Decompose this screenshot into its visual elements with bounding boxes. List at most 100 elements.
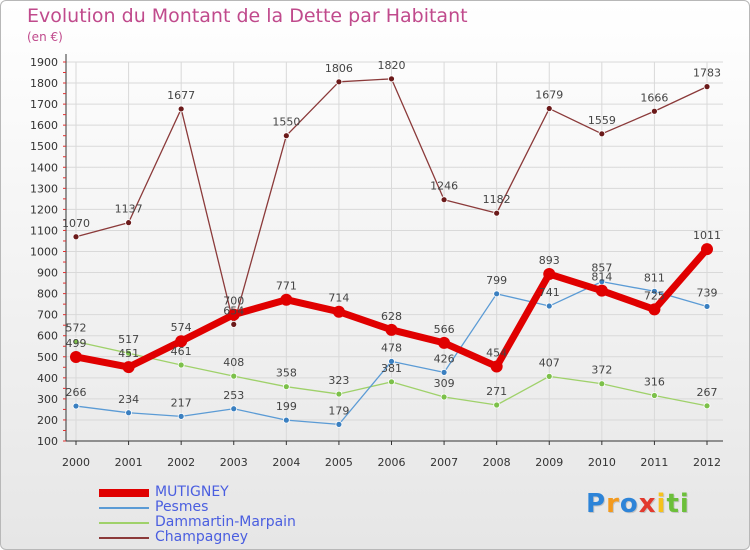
data-label: 799 bbox=[486, 274, 507, 287]
data-point bbox=[545, 105, 553, 112]
y-tick-label: 1900 bbox=[30, 56, 58, 69]
y-tick-label: 200 bbox=[37, 414, 58, 427]
data-point bbox=[440, 368, 448, 376]
data-point bbox=[388, 378, 395, 386]
y-tick-label: 1000 bbox=[30, 246, 58, 259]
data-point bbox=[177, 105, 185, 113]
data-label: 309 bbox=[434, 377, 455, 390]
data-point bbox=[230, 320, 238, 328]
y-tick-label: 100 bbox=[37, 435, 58, 448]
data-label: 217 bbox=[171, 396, 192, 409]
data-label: 454 bbox=[486, 346, 507, 359]
proxiti-logo: Proxiti bbox=[586, 489, 690, 519]
data-label: 1550 bbox=[272, 116, 300, 129]
logo-letter: o bbox=[619, 489, 639, 519]
y-tick-label: 1600 bbox=[30, 119, 58, 132]
data-point bbox=[282, 383, 290, 391]
x-tick-label: 2002 bbox=[167, 456, 195, 469]
x-tick-label: 2003 bbox=[220, 456, 248, 469]
data-point bbox=[701, 243, 713, 256]
data-label: 408 bbox=[223, 356, 244, 369]
logo-letter: r bbox=[606, 489, 620, 519]
x-tick-label: 2005 bbox=[325, 456, 353, 469]
y-tick-label: 400 bbox=[37, 372, 58, 385]
data-label: 654 bbox=[223, 304, 244, 317]
data-label: 1182 bbox=[483, 193, 511, 206]
y-tick-label: 600 bbox=[37, 330, 58, 343]
data-point bbox=[122, 361, 135, 374]
data-label: 1011 bbox=[693, 229, 721, 242]
data-label: 451 bbox=[118, 347, 139, 360]
y-tick-label: 1100 bbox=[30, 224, 58, 237]
data-label: 572 bbox=[66, 322, 87, 335]
y-tick-label: 1400 bbox=[30, 161, 58, 174]
data-point bbox=[282, 416, 290, 424]
logo-letter: x bbox=[638, 489, 657, 519]
data-label: 499 bbox=[66, 337, 87, 350]
x-tick-label: 2009 bbox=[535, 456, 563, 469]
data-label: 426 bbox=[434, 352, 455, 365]
legend-item: MUTIGNEY bbox=[99, 485, 296, 500]
data-label: 1666 bbox=[640, 91, 668, 104]
x-tick-label: 2006 bbox=[378, 456, 406, 469]
legend-swatch bbox=[99, 506, 149, 509]
logo-letter: i bbox=[656, 489, 667, 519]
data-point bbox=[227, 308, 240, 321]
data-label: 714 bbox=[328, 292, 349, 305]
data-label: 574 bbox=[171, 321, 192, 334]
logo-letter: P bbox=[586, 489, 607, 519]
data-label: 857 bbox=[591, 262, 612, 275]
data-point bbox=[332, 305, 345, 318]
data-point bbox=[490, 360, 503, 373]
data-point bbox=[703, 402, 711, 410]
data-label: 1677 bbox=[167, 89, 195, 102]
data-label: 1137 bbox=[115, 203, 143, 216]
legend-item: Champagney bbox=[99, 530, 296, 545]
chart-title: Evolution du Montant de la Dette par Hab… bbox=[27, 5, 468, 27]
y-tick-label: 1300 bbox=[30, 182, 58, 195]
data-label: 1070 bbox=[62, 217, 90, 230]
data-label: 893 bbox=[539, 254, 560, 267]
data-point bbox=[703, 83, 711, 91]
y-tick-label: 1700 bbox=[30, 98, 58, 111]
data-label: 323 bbox=[328, 374, 349, 387]
data-point bbox=[230, 372, 238, 380]
data-label: 407 bbox=[539, 356, 560, 369]
data-label: 478 bbox=[381, 341, 402, 354]
data-point bbox=[651, 392, 658, 399]
legend-item: Pesmes bbox=[99, 500, 296, 515]
legend-label: MUTIGNEY bbox=[155, 484, 229, 500]
data-label: 234 bbox=[118, 393, 139, 406]
data-label: 381 bbox=[381, 362, 402, 375]
data-label: 1820 bbox=[378, 59, 406, 72]
x-tick-label: 2000 bbox=[62, 456, 90, 469]
data-point bbox=[493, 209, 501, 217]
data-point bbox=[598, 380, 606, 388]
data-label: 741 bbox=[539, 286, 560, 299]
data-point bbox=[438, 336, 451, 349]
x-tick-label: 2010 bbox=[588, 456, 616, 469]
data-label: 771 bbox=[276, 280, 297, 293]
x-tick-label: 2012 bbox=[693, 456, 721, 469]
data-label: 253 bbox=[223, 389, 244, 402]
y-tick-label: 300 bbox=[37, 393, 58, 406]
data-point bbox=[388, 358, 395, 365]
data-point bbox=[177, 361, 185, 369]
data-point bbox=[545, 372, 553, 380]
x-tick-label: 2011 bbox=[640, 456, 668, 469]
data-label: 372 bbox=[591, 364, 612, 377]
data-point bbox=[125, 409, 132, 417]
data-label: 179 bbox=[328, 404, 349, 417]
data-label: 628 bbox=[381, 310, 402, 323]
data-label: 566 bbox=[434, 323, 455, 336]
data-point bbox=[335, 78, 343, 86]
data-label: 1679 bbox=[535, 89, 563, 102]
data-point bbox=[440, 393, 448, 401]
y-tick-label: 800 bbox=[37, 288, 58, 301]
data-label: 316 bbox=[644, 376, 665, 389]
data-point bbox=[493, 290, 501, 298]
y-tick-label: 900 bbox=[37, 267, 58, 280]
data-label: 700 bbox=[223, 295, 244, 308]
